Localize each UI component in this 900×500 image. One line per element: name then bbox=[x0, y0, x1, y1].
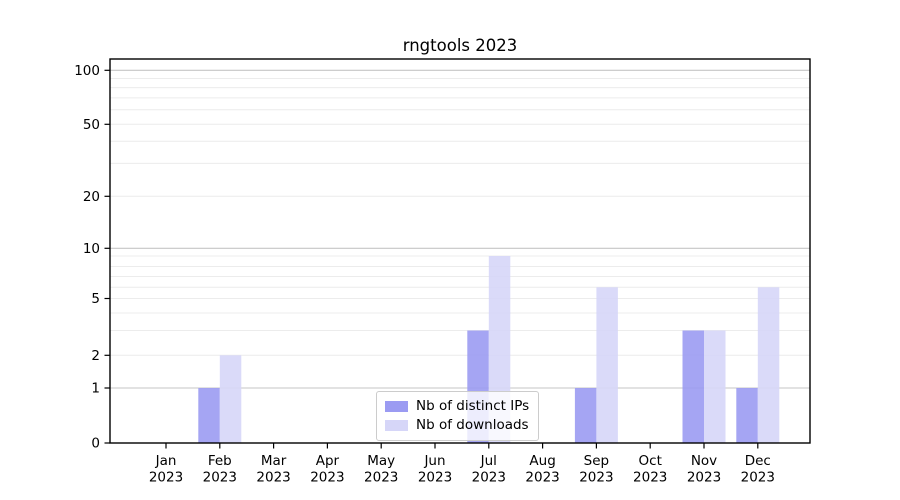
x-tick-label-year: 2023 bbox=[633, 470, 667, 486]
x-tick-label-month: Feb bbox=[208, 453, 232, 469]
bar-distinct-ips-dec bbox=[736, 388, 758, 443]
x-tick-label-month: Jun bbox=[423, 453, 445, 469]
x-tick-label-month: Sep bbox=[584, 453, 609, 469]
x-tick-label-month: Nov bbox=[691, 453, 717, 469]
bar-downloads-dec bbox=[757, 287, 780, 443]
legend-label-downloads: Nb of downloads bbox=[416, 417, 529, 433]
legend-item-distinct-ips: Nb of distinct IPs bbox=[385, 397, 529, 416]
x-tick-label-year: 2023 bbox=[741, 470, 775, 486]
x-tick-label-year: 2023 bbox=[256, 470, 290, 486]
x-tick-label-year: 2023 bbox=[418, 470, 452, 486]
bar-downloads-feb bbox=[219, 355, 242, 443]
x-tick-label-year: 2023 bbox=[364, 470, 398, 486]
legend-item-downloads: Nb of downloads bbox=[385, 416, 529, 435]
y-tick-label: 0 bbox=[91, 436, 100, 452]
x-tick-label-year: 2023 bbox=[525, 470, 559, 486]
x-tick-label-year: 2023 bbox=[579, 470, 613, 486]
legend-swatch-downloads bbox=[385, 420, 408, 431]
y-tick-label: 20 bbox=[83, 189, 100, 205]
y-tick-label: 100 bbox=[74, 63, 100, 79]
y-tick-label: 5 bbox=[91, 291, 100, 307]
y-tick-label: 50 bbox=[83, 117, 100, 133]
x-tick-label-month: Jul bbox=[480, 453, 497, 469]
legend-label-distinct-ips: Nb of distinct IPs bbox=[416, 398, 530, 414]
plot-border bbox=[109, 58, 811, 444]
x-tick-label-year: 2023 bbox=[687, 470, 721, 486]
x-tick-label-year: 2023 bbox=[149, 470, 183, 486]
legend: Nb of distinct IPs Nb of downloads bbox=[376, 391, 540, 441]
bar-distinct-ips-nov bbox=[682, 330, 704, 443]
x-tick-label-month: Dec bbox=[745, 453, 771, 469]
x-tick-label-month: Apr bbox=[316, 453, 340, 469]
bar-downloads-sep bbox=[596, 287, 618, 443]
bar-distinct-ips-feb bbox=[198, 388, 220, 443]
y-tick-label: 1 bbox=[91, 381, 100, 397]
x-tick-label-month: Jan bbox=[155, 453, 177, 469]
x-tick-label-year: 2023 bbox=[203, 470, 237, 486]
y-tick-label: 10 bbox=[83, 241, 100, 257]
y-tick-label: 2 bbox=[91, 348, 100, 364]
chart-title: rngtools 2023 bbox=[402, 36, 518, 55]
x-tick-label-month: Oct bbox=[639, 453, 662, 469]
legend-swatch-distinct-ips bbox=[385, 401, 408, 412]
x-tick-label-month: Aug bbox=[529, 453, 555, 469]
x-tick-label-year: 2023 bbox=[310, 470, 344, 486]
bar-downloads-nov bbox=[704, 330, 726, 443]
x-tick-label-month: Mar bbox=[261, 453, 287, 469]
bar-distinct-ips-sep bbox=[574, 388, 597, 443]
x-tick-label-year: 2023 bbox=[472, 470, 506, 486]
x-tick-label-month: May bbox=[367, 453, 395, 469]
